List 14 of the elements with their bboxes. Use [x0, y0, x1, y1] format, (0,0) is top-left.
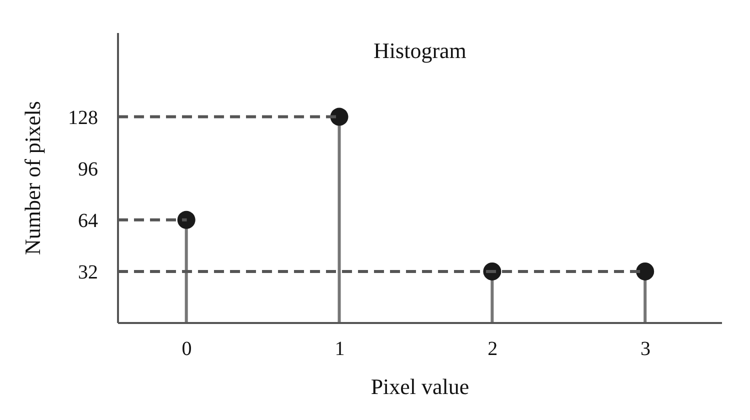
x-tick-label: 1: [334, 338, 345, 360]
x-tick-label: 3: [640, 338, 651, 360]
y-axis-title: Number of pixels: [20, 101, 45, 255]
x-tick-label: 2: [488, 338, 498, 360]
y-tick-label: 64: [78, 210, 98, 232]
y-tick-label: 32: [78, 262, 98, 284]
point: [636, 262, 654, 280]
x-tick-label: 0: [182, 338, 192, 360]
chart-title: Histogram: [372, 38, 468, 64]
y-tick-label: 96: [78, 158, 98, 180]
point: [177, 210, 196, 229]
x-axis-title: Pixel value: [370, 374, 470, 399]
point: [330, 108, 348, 126]
y-tick-label: 128: [68, 106, 98, 129]
